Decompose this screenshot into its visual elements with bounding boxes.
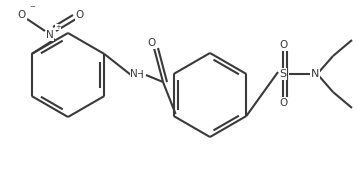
- Text: N: N: [46, 30, 54, 40]
- Text: S: S: [280, 69, 287, 79]
- Text: O: O: [279, 40, 287, 50]
- Text: +: +: [55, 24, 61, 30]
- Text: H: H: [136, 70, 144, 80]
- Text: O: O: [279, 98, 287, 108]
- Text: −: −: [29, 4, 35, 10]
- Text: N: N: [311, 69, 319, 79]
- Text: O: O: [18, 10, 26, 20]
- Text: O: O: [76, 10, 84, 20]
- Text: N: N: [130, 69, 138, 79]
- Text: O: O: [148, 38, 156, 48]
